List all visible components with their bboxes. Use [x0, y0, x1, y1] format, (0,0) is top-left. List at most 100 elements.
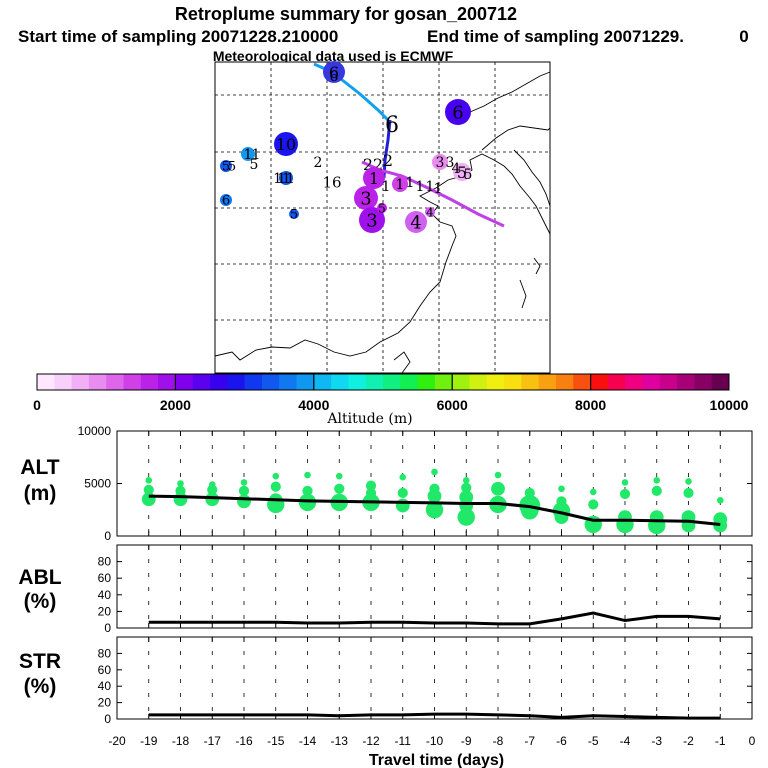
- y-tick-label: 80: [98, 646, 112, 660]
- colorbar-tick-label: 4000: [298, 397, 329, 413]
- altitude-cluster-dot: [588, 499, 599, 510]
- colorbar-swatch: [694, 374, 713, 390]
- trajectory-point: [274, 132, 298, 156]
- colorbar-swatch: [469, 374, 488, 390]
- panel-ylabel: ABL: [18, 566, 61, 589]
- mean-altitude-line: [148, 494, 721, 526]
- altitude-cluster-dot: [237, 494, 251, 509]
- trajectory-line-dark-blue: [382, 119, 392, 179]
- coastlines: [214, 71, 551, 374]
- trajectory-point-label: 11: [273, 171, 291, 187]
- colorbar-swatch: [123, 374, 142, 390]
- end-time-label: End time of sampling 20071229.: [427, 27, 684, 46]
- altitude-cluster-dot: [683, 487, 694, 499]
- altitude-cluster-dot: [621, 479, 629, 486]
- panel-ylabel: STR: [19, 650, 61, 673]
- panel-ylabel-unit: (m): [24, 482, 57, 505]
- y-tick-label: 0: [104, 621, 111, 635]
- colorbar-frame: [36, 373, 730, 391]
- altitude-cluster-dot: [145, 477, 153, 484]
- trajectory-point-label: 3: [360, 188, 371, 209]
- time-series-panels: ALT(m)0500010000ABL(%)020406080STR(%)020…: [18, 424, 755, 768]
- trajectory-point-label: 3: [436, 155, 445, 171]
- trajectory-point-label: 2: [363, 155, 373, 174]
- x-tick-label: -18: [172, 734, 190, 748]
- y-tick-label: 80: [98, 555, 112, 569]
- colorbar-swatch: [175, 374, 194, 390]
- trajectory-point-label: 10: [276, 135, 296, 154]
- colorbar-swatch: [452, 374, 470, 390]
- trajectory-point-label: 5: [228, 160, 236, 175]
- x-tick-label: -16: [235, 734, 253, 748]
- y-tick-label: 10000: [78, 424, 112, 438]
- altitude-cluster-dot: [240, 479, 248, 486]
- trajectory-point-label: 1: [244, 147, 253, 163]
- x-tick-label: -10: [426, 734, 444, 748]
- colorbar-swatch: [71, 374, 90, 390]
- altitude-cluster-dot: [491, 481, 505, 496]
- altitude-cluster-dot: [334, 483, 345, 494]
- str-line: [148, 712, 721, 720]
- colorbar-swatch: [434, 374, 453, 390]
- altitude-cluster-dot: [558, 485, 565, 493]
- colorbar-swatch: [659, 374, 678, 390]
- x-tick-label: -13: [331, 734, 349, 748]
- trajectory-point: [220, 160, 232, 172]
- panel-ylabel-unit: (%): [24, 675, 57, 698]
- colorbar-swatch: [313, 374, 332, 390]
- trajectory-point: [354, 186, 378, 210]
- altitude-cluster-dot: [145, 499, 153, 506]
- trajectory-point-label: 16: [322, 173, 341, 191]
- colorbar-swatch: [711, 374, 730, 390]
- x-axis-label: Travel time (days): [369, 752, 504, 768]
- x-tick-label: -12: [362, 734, 380, 748]
- colorbar-swatch: [192, 374, 211, 390]
- altitude-cluster-dot: [399, 473, 407, 481]
- colorbar-tick-label: 6000: [437, 397, 468, 413]
- y-tick-label: 5000: [84, 477, 111, 491]
- altitude-cluster-dot: [653, 477, 661, 484]
- altitude-cluster-dot: [461, 482, 472, 493]
- trajectory-point: [453, 163, 471, 181]
- altitude-cluster-dot: [205, 492, 220, 507]
- colorbar-swatch: [348, 374, 367, 390]
- colorbar-tick-label: 8000: [575, 397, 606, 413]
- colorbar-swatch: [331, 374, 349, 390]
- colorbar-swatch: [210, 374, 228, 390]
- trajectory-point-label: 1: [396, 177, 405, 193]
- trajectory-point-label: 4: [410, 212, 421, 233]
- y-tick-label: 20: [98, 604, 112, 618]
- trajectory-point-label: 6: [329, 63, 339, 82]
- x-tick-label: -7: [524, 734, 535, 748]
- trajectory-point-label: 6: [222, 194, 230, 209]
- colorbar-swatch: [227, 374, 246, 390]
- y-tick-label: 40: [98, 588, 112, 602]
- y-tick-label: 40: [98, 679, 112, 693]
- x-tick-label: -3: [651, 734, 662, 748]
- altitude-cluster-dot: [365, 480, 377, 491]
- trajectory-point-label: 5: [290, 208, 298, 223]
- trajectory-point: [425, 207, 435, 217]
- trajectory-point: [289, 209, 299, 219]
- colorbar-swatch: [573, 374, 592, 390]
- trajectory-point-label: 4: [452, 161, 461, 177]
- panel-ylabel-unit: (%): [24, 590, 57, 613]
- trajectory-point: [359, 207, 385, 233]
- x-tick-label: -19: [140, 734, 158, 748]
- trajectory-point-label: 2: [383, 151, 393, 170]
- x-tick-label: -6: [556, 734, 567, 748]
- altitude-cluster-dot: [298, 493, 317, 512]
- colorbar-swatch: [158, 374, 176, 390]
- colorbar-swatch: [677, 374, 695, 390]
- colorbar-swatch: [261, 374, 280, 390]
- colorbar-label: Altitude (m): [326, 411, 412, 427]
- trajectory-point-label: 4: [426, 205, 434, 219]
- altitude-cluster-dot: [335, 472, 343, 480]
- trajectory-point: [377, 203, 387, 213]
- trajectory-point-label: 5: [250, 157, 259, 173]
- trajectory-point-label: 1: [416, 179, 425, 195]
- altitude-cluster-dot: [304, 471, 311, 479]
- trajectory-point-label: 1: [426, 179, 435, 195]
- colorbar-swatch: [140, 374, 159, 390]
